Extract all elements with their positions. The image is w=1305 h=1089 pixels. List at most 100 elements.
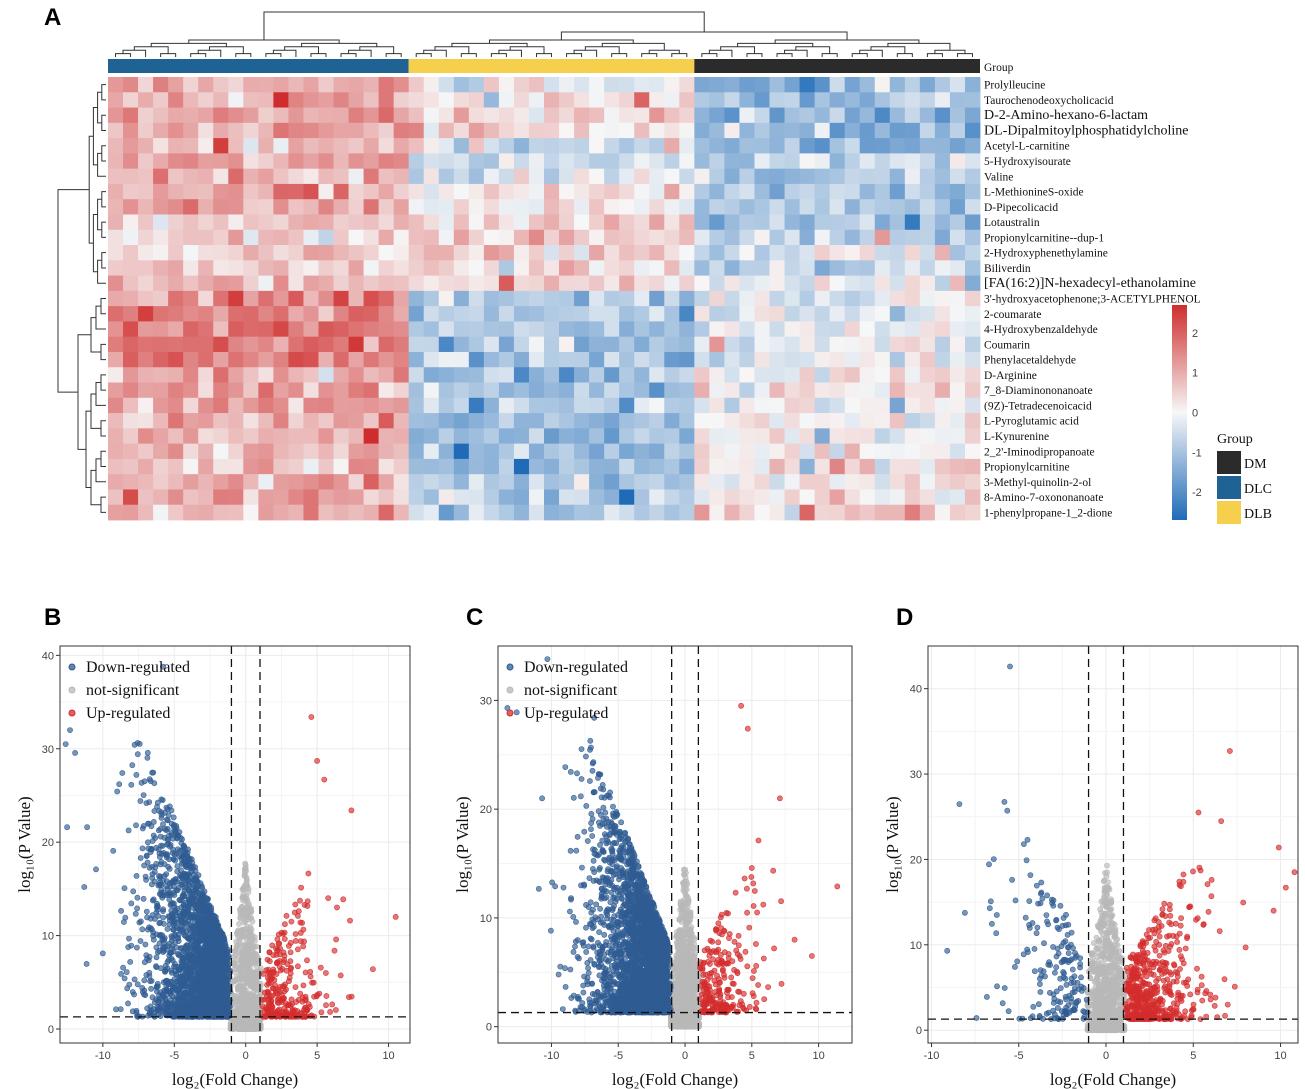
heatmap-cell bbox=[153, 382, 169, 399]
heatmap-cell bbox=[213, 382, 229, 399]
heatmap-cell bbox=[318, 397, 334, 414]
heatmap-cell bbox=[799, 229, 816, 246]
heatmap-cell bbox=[889, 245, 906, 261]
heatmap-cell bbox=[544, 199, 560, 215]
point-down-regulated bbox=[161, 873, 168, 879]
heatmap-cell bbox=[363, 107, 380, 124]
heatmap-cell bbox=[168, 489, 184, 506]
heatmap-cell bbox=[183, 229, 199, 246]
heatmap-cell bbox=[483, 275, 500, 292]
group-legend-swatch-dm bbox=[1217, 451, 1241, 474]
heatmap-cell bbox=[108, 321, 124, 338]
heatmap-cell bbox=[228, 275, 244, 292]
heatmap-cell bbox=[438, 168, 455, 185]
heatmap-cell bbox=[333, 336, 349, 353]
heatmap-cell bbox=[784, 489, 800, 506]
heatmap-cell bbox=[754, 474, 770, 490]
heatmap-cell bbox=[754, 229, 770, 246]
heatmap-cell bbox=[829, 275, 846, 292]
heatmap-cell bbox=[183, 199, 199, 215]
point-down-regulated bbox=[153, 963, 159, 970]
heatmap-cell bbox=[183, 92, 199, 108]
dendrogram-branch bbox=[385, 53, 402, 57]
heatmap-cell bbox=[574, 214, 590, 231]
heatmap-cell bbox=[814, 306, 831, 322]
heatmap-cell bbox=[498, 77, 515, 93]
heatmap-cell bbox=[438, 245, 455, 261]
heatmap-cell bbox=[679, 275, 695, 292]
heatmap-cell bbox=[378, 138, 395, 154]
heatmap-cell bbox=[408, 428, 425, 445]
heatmap-cell bbox=[483, 153, 500, 170]
heatmap-cell bbox=[303, 367, 319, 383]
heatmap-cell bbox=[829, 229, 846, 246]
heatmap-cell bbox=[874, 413, 891, 429]
point-not-significant bbox=[240, 960, 247, 967]
dendrogram-branch bbox=[115, 53, 132, 57]
point-down-regulated bbox=[152, 916, 158, 922]
heatmap-cell bbox=[829, 504, 846, 521]
heatmap-cell bbox=[574, 382, 590, 399]
heatmap-cell bbox=[228, 321, 244, 338]
heatmap-cell bbox=[318, 92, 334, 108]
heatmap-cell bbox=[153, 351, 169, 368]
heatmap-cell bbox=[949, 214, 966, 231]
heatmap-cell bbox=[318, 367, 334, 383]
heatmap-cell bbox=[183, 245, 199, 261]
heatmap-cell bbox=[604, 443, 620, 460]
heatmap-cell bbox=[844, 489, 861, 506]
heatmap-cell bbox=[574, 321, 590, 338]
heatmap-cell bbox=[814, 260, 831, 276]
heatmap-cell bbox=[964, 382, 981, 399]
heatmap-cell bbox=[724, 382, 740, 399]
point-down-regulated bbox=[153, 931, 160, 938]
heatmap-cell bbox=[423, 351, 440, 368]
heatmap-cell bbox=[619, 183, 635, 200]
heatmap-cell bbox=[709, 199, 725, 215]
point-down-regulated bbox=[182, 983, 189, 989]
heatmap-cell bbox=[138, 367, 154, 383]
heatmap-cell bbox=[138, 260, 154, 276]
heatmap-cell bbox=[814, 504, 831, 521]
point-down-regulated bbox=[120, 964, 126, 971]
heatmap-cell bbox=[288, 153, 304, 170]
group-bar-dm bbox=[694, 59, 980, 73]
heatmap-cell bbox=[799, 321, 816, 338]
heatmap-cell bbox=[513, 458, 530, 475]
heatmap-cell bbox=[183, 504, 199, 521]
heatmap-cell bbox=[739, 199, 755, 215]
heatmap-cell bbox=[138, 183, 154, 200]
heatmap-cell bbox=[784, 351, 800, 368]
heatmap-cell bbox=[784, 107, 800, 124]
point-down-regulated bbox=[148, 845, 155, 852]
heatmap-cell bbox=[153, 183, 169, 200]
heatmap-cell bbox=[498, 306, 515, 322]
heatmap-cell bbox=[904, 489, 921, 506]
heatmap-cell bbox=[679, 336, 695, 353]
heatmap-cell bbox=[694, 458, 710, 475]
heatmap-cell bbox=[679, 199, 695, 215]
heatmap-cell bbox=[874, 397, 891, 414]
heatmap-cell bbox=[619, 489, 635, 506]
heatmap-cell bbox=[874, 183, 891, 200]
point-not-significant bbox=[244, 970, 251, 976]
heatmap-cell bbox=[138, 245, 154, 261]
group-legend-swatch-dlc bbox=[1217, 476, 1241, 499]
heatmap-cell bbox=[754, 428, 770, 445]
point-down-regulated bbox=[143, 852, 150, 859]
dendrogram-branch bbox=[415, 53, 432, 57]
heatmap-cell bbox=[333, 306, 349, 322]
heatmap-cell bbox=[919, 306, 936, 322]
heatmap-cell bbox=[123, 183, 139, 200]
heatmap-cell bbox=[709, 336, 725, 353]
heatmap-cell bbox=[724, 183, 740, 200]
heatmap-cell bbox=[408, 260, 425, 276]
dendrogram-branch bbox=[263, 11, 705, 40]
heatmap-cell bbox=[333, 367, 349, 383]
heatmap-cell bbox=[664, 504, 680, 521]
heatmap-cell bbox=[348, 183, 364, 200]
heatmap-cell bbox=[964, 168, 981, 185]
heatmap-cell bbox=[604, 367, 620, 383]
group-legend-title: Group bbox=[1217, 432, 1253, 447]
heatmap-cell bbox=[483, 107, 500, 124]
